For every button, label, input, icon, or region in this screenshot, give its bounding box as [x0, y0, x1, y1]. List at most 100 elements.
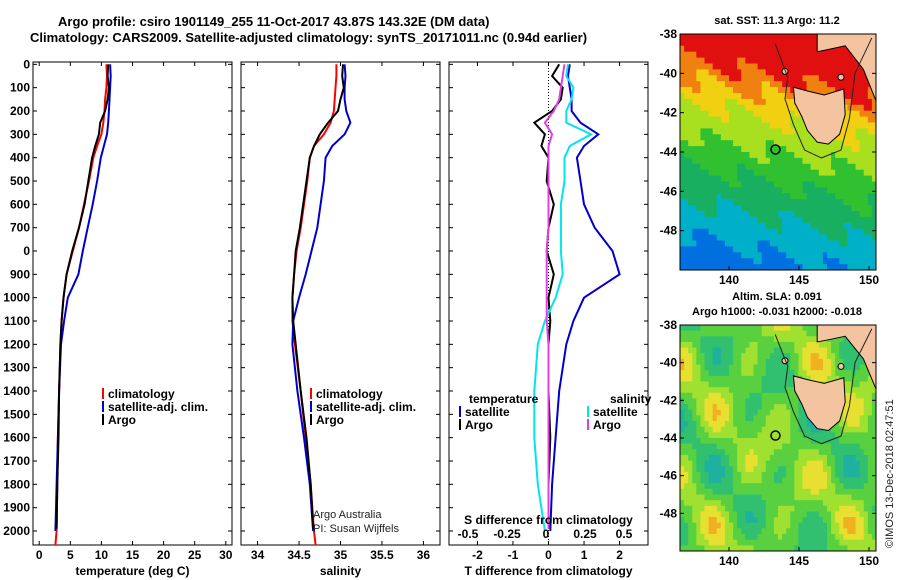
- map-cell: [863, 511, 869, 518]
- map-cell: [822, 358, 828, 365]
- map-cell: [737, 163, 742, 171]
- map-cell: [810, 81, 816, 88]
- map-cell: [806, 364, 812, 371]
- map-cell: [778, 426, 783, 433]
- map-cell: [745, 98, 750, 106]
- map-cell: [827, 454, 832, 461]
- map-cell: [716, 63, 722, 70]
- map-cell: [843, 375, 848, 382]
- map-cell: [696, 404, 701, 411]
- map-cell: [814, 505, 820, 512]
- map-cell: [778, 175, 783, 182]
- map-cell: [733, 110, 738, 117]
- map-cell: [831, 483, 836, 490]
- map-cell: [835, 152, 840, 159]
- map-cell: [684, 39, 689, 47]
- map-cell: [741, 134, 746, 141]
- map-cell: [835, 522, 840, 529]
- map-cell: [761, 199, 767, 206]
- map-cell: [684, 438, 689, 445]
- map-cell: [831, 370, 836, 377]
- map-cell: [859, 140, 865, 147]
- map-cell: [847, 252, 852, 259]
- map-cell: [835, 252, 840, 259]
- map-cell: [782, 222, 787, 230]
- map-cell: [790, 122, 795, 129]
- map-cell: [680, 471, 685, 478]
- map-cell: [814, 494, 820, 501]
- map-cell: [773, 370, 779, 377]
- map-cell: [806, 216, 812, 224]
- map-cell: [708, 216, 714, 224]
- x-tick-label: 20: [157, 548, 171, 562]
- map-cell: [863, 404, 869, 411]
- map-cell: [716, 128, 722, 135]
- map-cell: [769, 511, 775, 518]
- map-cell: [696, 426, 701, 433]
- map-cell: [712, 477, 718, 484]
- map-cell: [831, 460, 836, 467]
- map-cell: [741, 460, 746, 467]
- map-cell: [769, 364, 775, 371]
- map-cell: [835, 539, 840, 546]
- map-cell: [745, 409, 750, 416]
- map-cell: [680, 205, 685, 212]
- map-cell: [712, 511, 718, 518]
- map-cell: [704, 45, 709, 53]
- map-cell: [753, 415, 758, 422]
- map-cell: [704, 216, 709, 224]
- map-cell: [822, 258, 828, 265]
- map-cell: [720, 398, 726, 405]
- map-cell: [867, 199, 873, 206]
- map-cell: [749, 500, 754, 507]
- map-cell: [692, 157, 697, 165]
- map-cell: [773, 539, 779, 546]
- map-cell: [733, 381, 738, 388]
- map-cell: [790, 358, 795, 365]
- map-cell: [786, 336, 791, 343]
- map-cell: [782, 45, 787, 53]
- map-cell: [745, 358, 750, 365]
- map-cell: [794, 471, 799, 478]
- map-cell: [871, 500, 877, 507]
- map-cell: [761, 152, 767, 159]
- map-cell: [831, 534, 836, 541]
- y-tick-label: 0: [23, 244, 30, 258]
- map-cell: [716, 116, 722, 123]
- map-cell: [692, 341, 697, 348]
- map-cell: [827, 228, 832, 235]
- map-cell: [720, 534, 726, 541]
- map-cell: [794, 528, 799, 535]
- map-cell: [855, 240, 861, 247]
- map-cell: [712, 222, 718, 230]
- map-cell: [729, 81, 734, 88]
- map-cell: [729, 517, 734, 524]
- map-cell: [700, 353, 705, 360]
- map-cell: [745, 325, 750, 332]
- map-cell: [839, 175, 844, 182]
- map-cell: [688, 500, 693, 507]
- map-cell: [757, 341, 763, 348]
- map-cell: [867, 152, 873, 159]
- map-cell: [835, 517, 840, 524]
- map-cell: [761, 387, 767, 394]
- x-tick-label: 145: [789, 554, 809, 568]
- map-cell: [696, 336, 701, 343]
- map-cell: [769, 330, 775, 337]
- map-cell: [733, 128, 738, 135]
- map-cell: [737, 517, 742, 524]
- map-cell: [786, 477, 791, 484]
- map-cell: [745, 104, 750, 112]
- map-cell: [859, 387, 865, 394]
- map-cell: [724, 488, 730, 495]
- map-cell: [757, 169, 763, 176]
- map-cell: [729, 34, 734, 41]
- map-cell: [696, 258, 701, 265]
- map-cell: [749, 157, 754, 165]
- map-cell: [810, 517, 816, 524]
- map-cell: [696, 34, 701, 41]
- map-cell: [851, 471, 856, 478]
- map-cell: [720, 545, 726, 552]
- map-cell: [802, 234, 807, 241]
- map-cell: [769, 534, 775, 541]
